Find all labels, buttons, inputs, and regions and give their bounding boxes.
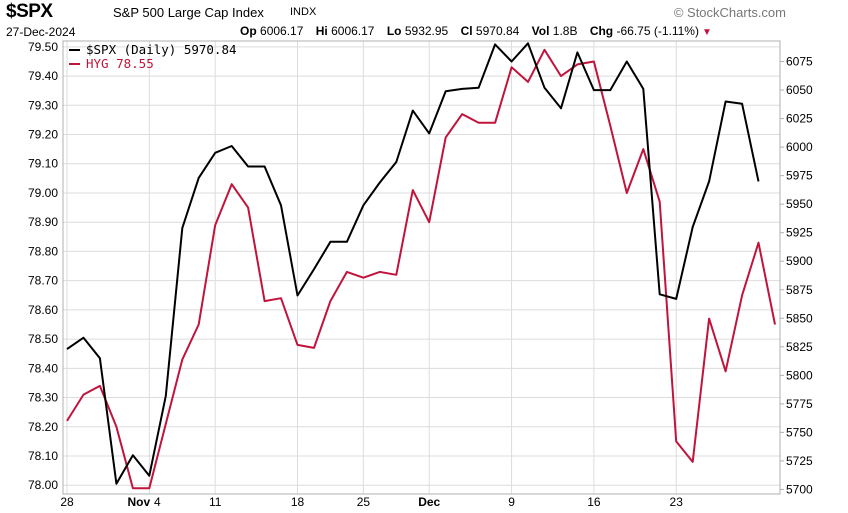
right-tick-label: 5700 xyxy=(786,482,813,496)
left-tick-label: 78.80 xyxy=(28,244,58,258)
high-value: 6006.17 xyxy=(331,24,375,38)
left-tick-label: 78.40 xyxy=(28,361,58,375)
x-tick-label: 23 xyxy=(670,495,684,509)
series-lines xyxy=(66,42,776,490)
x-axis: 28 Nov 4 11 18 25 Dec 9 16 23 xyxy=(60,495,683,509)
x-tick-label: 28 xyxy=(60,495,74,509)
brand-watermark: © StockCharts.com xyxy=(673,5,786,20)
right-tick-label: 5875 xyxy=(786,283,813,297)
left-tick-label: 79.30 xyxy=(28,98,58,112)
index-name: S&P 500 Large Cap Index xyxy=(113,5,264,20)
close-value: 5970.84 xyxy=(475,24,520,38)
right-tick-label: 5725 xyxy=(786,454,813,468)
quote-date: 27-Dec-2024 xyxy=(6,25,76,39)
change-value: -66.75 (-1.11%) xyxy=(616,24,699,38)
left-tick-label: 78.00 xyxy=(28,478,58,492)
x-tick-label: Nov xyxy=(128,495,151,509)
quote-stats: Op 6006.17 Hi 6006.17 Lo 5932.95 Cl 5970… xyxy=(240,24,712,38)
x-tick-label: 18 xyxy=(291,495,305,509)
left-tick-label: 78.90 xyxy=(28,215,58,229)
grid-lines xyxy=(63,41,780,494)
open-label: Op xyxy=(240,24,257,38)
x-tick-label: 9 xyxy=(508,495,515,509)
right-tick-label: 5775 xyxy=(786,397,813,411)
left-tick-label: 78.30 xyxy=(28,391,58,405)
left-tick-label: 78.60 xyxy=(28,303,58,317)
right-tick-label: 5800 xyxy=(786,368,813,382)
right-tick-label: 5900 xyxy=(786,254,813,268)
symbol-title: $SPX xyxy=(6,1,53,22)
chart-header: $SPX S&P 500 Large Cap Index INDX © Stoc… xyxy=(0,0,848,40)
right-tick-label: 5925 xyxy=(786,226,813,240)
x-tick-label: 4 xyxy=(154,495,161,509)
left-tick-label: 79.50 xyxy=(28,40,58,54)
legend: $SPX (Daily) 5970.84 HYG 78.55 xyxy=(69,42,237,71)
x-tick-label: 16 xyxy=(587,495,601,509)
high-label: Hi xyxy=(315,24,328,38)
hyg-line xyxy=(66,48,776,490)
right-tick-label: 5950 xyxy=(786,197,813,211)
left-tick-label: 78.70 xyxy=(28,274,58,288)
volume-value: 1.8B xyxy=(552,24,578,38)
plot-frame xyxy=(62,40,781,495)
x-tick-label: 11 xyxy=(209,495,222,509)
open-value: 6006.17 xyxy=(260,24,304,38)
right-tick-label: 6025 xyxy=(786,112,813,126)
right-tick-label: 5975 xyxy=(786,169,813,183)
right-tick-label: 5850 xyxy=(786,311,813,325)
right-tick-label: 6050 xyxy=(786,83,813,97)
legend-label-spx: $SPX (Daily) 5970.84 xyxy=(86,42,237,57)
low-value: 5932.95 xyxy=(404,24,449,38)
left-tick-label: 78.20 xyxy=(28,420,58,434)
right-tick-label: 6075 xyxy=(786,55,813,69)
left-tick-label: 78.10 xyxy=(28,449,58,463)
x-tick-label: 25 xyxy=(357,495,371,509)
change-down-icon: ▼ xyxy=(701,27,712,38)
low-label: Lo xyxy=(386,24,402,38)
x-tick-label: Dec xyxy=(418,495,440,509)
left-tick-label: 79.00 xyxy=(28,186,58,200)
right-tick-label: 6000 xyxy=(786,140,813,154)
exchange-label: INDX xyxy=(290,6,317,18)
left-tick-label: 79.40 xyxy=(28,69,58,83)
right-tick-label: 5825 xyxy=(786,340,813,354)
right-axis: 5700 5725 5750 5775 5800 5825 5850 5875 5900 5925… xyxy=(780,55,813,496)
left-tick-label: 78.50 xyxy=(28,332,58,346)
left-tick-label: 79.20 xyxy=(28,128,58,142)
change-label: Chg xyxy=(589,24,614,38)
legend-label-hyg: HYG 78.55 xyxy=(86,56,154,71)
left-axis: 78.00 78.10 78.20 78.30 78.40 78.50 78.60 78.70… xyxy=(28,40,58,492)
volume-label: Vol xyxy=(531,24,550,38)
right-tick-label: 5750 xyxy=(786,425,813,439)
spx-line xyxy=(66,42,760,485)
close-label: Cl xyxy=(460,24,473,38)
left-tick-label: 79.10 xyxy=(28,157,58,171)
